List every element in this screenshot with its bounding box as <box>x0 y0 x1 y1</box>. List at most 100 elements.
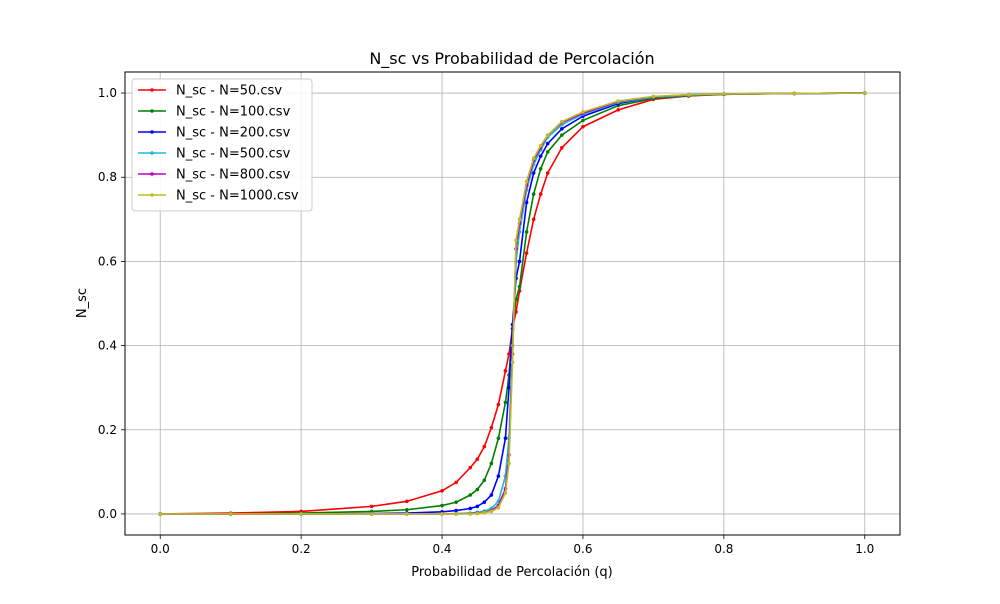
data-point <box>482 510 487 515</box>
x-tick-label: 0.6 <box>573 542 592 556</box>
data-point <box>517 284 522 289</box>
legend-label: N_sc - N=50.csv <box>176 84 282 99</box>
legend: N_sc - N=50.csv N_sc - N=100.csv N_sc - N=… <box>131 78 313 212</box>
data-point <box>581 124 585 129</box>
data-point <box>581 118 585 123</box>
data-point <box>503 491 508 495</box>
data-point <box>489 425 494 430</box>
legend-marker <box>150 109 154 113</box>
data-point <box>475 457 480 462</box>
data-point <box>538 192 543 196</box>
data-point <box>440 489 444 493</box>
data-point <box>510 360 515 365</box>
legend-label: N_sc - N=800.csv <box>176 168 291 183</box>
data-point <box>503 400 508 405</box>
x-tick-label: 0.8 <box>714 542 733 556</box>
x-tick-label: 0.4 <box>432 542 451 556</box>
data-point <box>228 512 233 516</box>
y-tick-label: 1.0 <box>98 86 117 100</box>
legend-marker <box>150 130 154 134</box>
data-point <box>496 474 501 478</box>
data-point <box>468 506 473 511</box>
data-point <box>482 478 487 483</box>
data-point <box>545 171 550 175</box>
data-point <box>369 512 374 516</box>
data-point <box>507 461 511 466</box>
data-point <box>581 110 585 114</box>
data-point <box>862 91 867 95</box>
data-point <box>514 238 518 243</box>
data-point <box>531 156 536 161</box>
data-point <box>496 505 501 510</box>
y-tick-label: 0.4 <box>98 339 117 353</box>
data-point <box>531 192 536 196</box>
data-point <box>503 369 508 373</box>
y-tick-label: 0.0 <box>98 507 117 521</box>
x-tick-label: 0.0 <box>151 542 170 556</box>
series-6 <box>158 91 867 516</box>
data-point <box>496 402 501 407</box>
legend-label: N_sc - N=500.csv <box>176 147 291 162</box>
data-point <box>560 119 564 124</box>
data-point <box>369 504 374 509</box>
data-point <box>531 217 536 222</box>
data-point <box>405 512 409 516</box>
legend-box <box>131 78 313 212</box>
legend-marker <box>150 88 154 92</box>
legend-marker <box>150 193 154 197</box>
legend-label: N_sc - N=200.csv <box>176 126 291 141</box>
data-point <box>792 91 797 96</box>
data-point <box>686 92 691 97</box>
chart-title: N_sc vs Probabilidad de Percolación <box>369 49 654 69</box>
data-point <box>482 444 487 449</box>
series-layer <box>158 91 867 516</box>
y-axis-title: N_sc <box>75 288 90 318</box>
data-point <box>616 99 620 103</box>
data-point <box>524 230 529 234</box>
legend-label: N_sc - N=1000.csv <box>176 189 299 204</box>
data-point <box>299 512 303 516</box>
data-point <box>524 251 529 255</box>
data-point <box>489 493 494 497</box>
data-point <box>454 508 458 513</box>
data-point <box>517 217 522 222</box>
data-point <box>503 436 508 440</box>
data-point <box>454 500 458 504</box>
legend-label: N_sc - N=100.csv <box>176 105 291 120</box>
data-point <box>651 94 656 99</box>
data-point <box>405 507 409 512</box>
data-point <box>468 512 473 516</box>
data-point <box>158 512 163 516</box>
x-tick-label: 0.2 <box>292 542 311 556</box>
y-tick-label: 0.8 <box>98 170 117 184</box>
data-point <box>545 141 550 146</box>
data-point <box>538 167 543 171</box>
data-point <box>560 133 564 137</box>
data-point <box>405 499 409 504</box>
data-point <box>440 503 444 508</box>
y-tick-label: 0.2 <box>98 423 117 437</box>
x-tick-label: 1.0 <box>855 542 874 556</box>
data-point <box>475 504 480 509</box>
data-point <box>468 493 473 497</box>
data-point <box>440 512 444 516</box>
data-point <box>616 108 620 112</box>
data-point <box>538 143 543 148</box>
data-point <box>517 259 522 264</box>
data-point <box>722 92 726 96</box>
data-point <box>560 145 564 150</box>
data-point <box>560 127 564 131</box>
y-tick-label: 0.6 <box>98 254 117 268</box>
data-point <box>531 171 536 175</box>
plot-frame <box>124 71 901 536</box>
legend-marker <box>150 172 154 176</box>
data-point <box>496 436 501 440</box>
data-point <box>545 150 550 154</box>
data-point <box>454 512 458 516</box>
data-point <box>489 461 494 466</box>
data-point <box>454 480 458 485</box>
data-point <box>524 200 529 205</box>
x-axis-title: Probabilidad de Percolación (q) <box>411 565 613 580</box>
data-point <box>524 179 529 184</box>
